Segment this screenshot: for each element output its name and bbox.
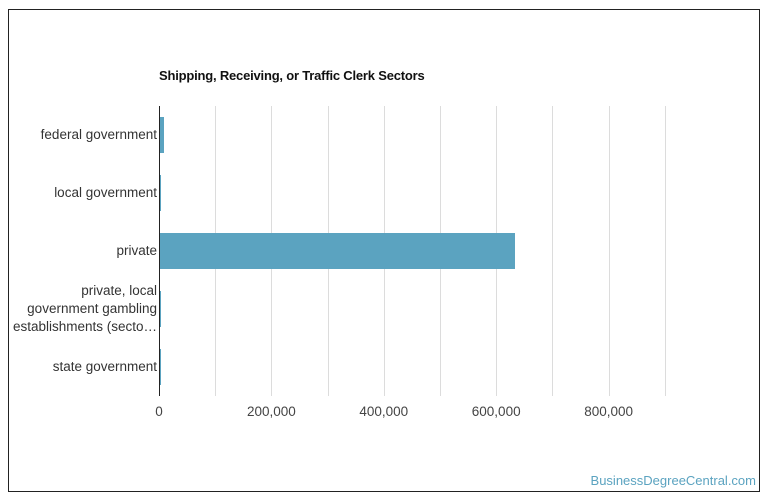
category-label: private, local government gambling establi… xyxy=(12,283,157,334)
x-tick-label: 0 xyxy=(155,404,163,419)
chart-title: Shipping, Receiving, or Traffic Clerk Se… xyxy=(159,68,425,83)
x-tick-label: 400,000 xyxy=(359,404,409,419)
bar[interactable] xyxy=(160,291,161,327)
gridline xyxy=(608,106,610,396)
x-tick-label: 800,000 xyxy=(584,404,633,419)
category-label: state government xyxy=(52,359,157,374)
bar[interactable] xyxy=(160,117,164,153)
bar[interactable] xyxy=(160,233,516,269)
x-tick-label: 600,000 xyxy=(471,404,521,419)
category-label: federal government xyxy=(40,127,157,142)
y-axis-line xyxy=(159,106,160,396)
x-tick-label: 200,000 xyxy=(246,404,296,419)
gridline xyxy=(552,106,554,396)
bar[interactable] xyxy=(160,175,161,211)
bar[interactable] xyxy=(160,349,161,385)
watermark: BusinessDegreeCentral.com xyxy=(590,473,756,488)
category-label: private xyxy=(116,243,157,258)
gridline xyxy=(664,106,666,396)
category-label: local government xyxy=(54,185,157,200)
